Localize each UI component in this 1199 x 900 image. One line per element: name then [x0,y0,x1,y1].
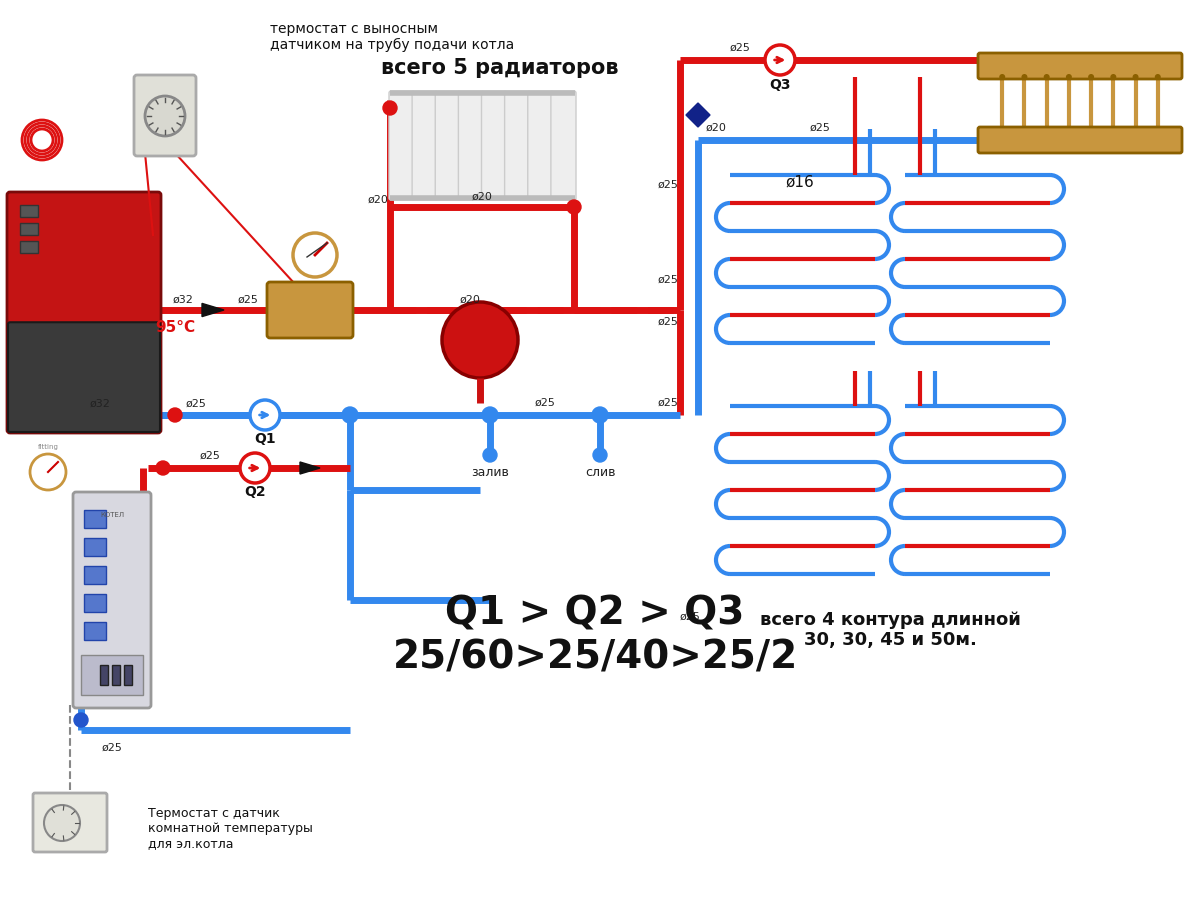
Text: всего 4 контура длинной
30, 30, 45 и 50м.: всего 4 контура длинной 30, 30, 45 и 50м… [759,610,1020,650]
FancyBboxPatch shape [34,793,107,852]
FancyBboxPatch shape [458,91,483,200]
Circle shape [1155,74,1161,80]
Text: ø25: ø25 [657,275,679,285]
Bar [84,594,106,612]
FancyBboxPatch shape [412,91,438,200]
FancyBboxPatch shape [267,282,353,338]
FancyBboxPatch shape [550,91,576,200]
Text: ø25: ø25 [237,295,259,305]
Text: Q1 > Q2 > Q3
25/60>25/40>25/2: Q1 > Q2 > Q3 25/60>25/40>25/2 [392,595,797,677]
FancyBboxPatch shape [482,91,507,200]
FancyBboxPatch shape [134,75,195,156]
Text: КОТЕЛ: КОТЕЛ [100,512,123,518]
Text: ø25: ø25 [657,180,679,190]
Text: ø25: ø25 [809,123,831,133]
FancyBboxPatch shape [7,192,161,433]
Bar [84,622,106,640]
Circle shape [342,407,359,423]
Circle shape [293,233,337,277]
Circle shape [1043,74,1049,80]
Circle shape [74,713,88,727]
Text: ø25: ø25 [199,451,221,461]
Bar [20,241,38,253]
Bar [82,655,143,695]
Polygon shape [300,462,320,474]
Circle shape [442,302,518,378]
Circle shape [999,74,1005,80]
FancyBboxPatch shape [528,91,553,200]
Circle shape [1022,74,1028,80]
FancyBboxPatch shape [73,492,151,708]
Text: термостат с выносным
датчиком на трубу подачи котла: термостат с выносным датчиком на трубу п… [270,22,514,52]
Text: ø20: ø20 [368,195,388,205]
Text: всего 5 радиаторов: всего 5 радиаторов [381,58,619,78]
Text: ø16: ø16 [785,175,814,190]
Text: ø20: ø20 [459,295,481,305]
Text: fitting: fitting [37,444,59,450]
Text: ø32: ø32 [90,399,110,409]
Circle shape [240,453,270,483]
FancyBboxPatch shape [8,322,159,432]
Bar [20,223,38,235]
Text: ø32: ø32 [173,295,193,305]
Bar [84,538,106,556]
Text: Q1: Q1 [254,432,276,446]
Text: слив: слив [585,466,615,480]
Circle shape [1133,74,1139,80]
Circle shape [44,805,80,841]
Circle shape [168,408,182,422]
FancyBboxPatch shape [505,91,530,200]
Polygon shape [686,103,710,127]
FancyBboxPatch shape [388,91,414,200]
FancyBboxPatch shape [978,53,1182,79]
Bar [100,665,108,685]
Circle shape [1110,74,1116,80]
Circle shape [482,407,498,423]
Text: ø25: ø25 [102,743,122,753]
Bar [112,665,120,685]
Circle shape [592,407,608,423]
Bar [84,510,106,528]
Circle shape [145,96,185,136]
Text: ø25: ø25 [729,43,751,53]
Circle shape [382,101,397,115]
FancyBboxPatch shape [978,127,1182,153]
Polygon shape [201,303,224,317]
Text: ø20: ø20 [471,192,493,202]
Circle shape [594,448,607,462]
Text: Термостат с датчик
комнатной температуры
для эл.котла: Термостат с датчик комнатной температуры… [147,807,313,850]
Text: Q3: Q3 [770,78,791,92]
Text: Q2: Q2 [245,485,266,499]
Circle shape [156,461,170,475]
Circle shape [1066,74,1072,80]
Text: ø25: ø25 [680,612,700,622]
Text: ø20: ø20 [705,123,727,133]
Circle shape [30,454,66,490]
Circle shape [483,448,498,462]
Text: ø25: ø25 [657,317,679,327]
Bar [84,566,106,584]
Circle shape [251,400,281,430]
Text: ø25: ø25 [535,398,555,408]
Text: залив: залив [471,466,508,480]
Bar [123,665,132,685]
Circle shape [1089,74,1095,80]
Text: ø25: ø25 [186,399,206,409]
Text: ø25: ø25 [657,398,679,408]
Text: 95°С: 95°С [155,320,195,336]
FancyBboxPatch shape [435,91,460,200]
Circle shape [567,200,582,214]
Circle shape [765,45,795,75]
Bar [20,205,38,217]
